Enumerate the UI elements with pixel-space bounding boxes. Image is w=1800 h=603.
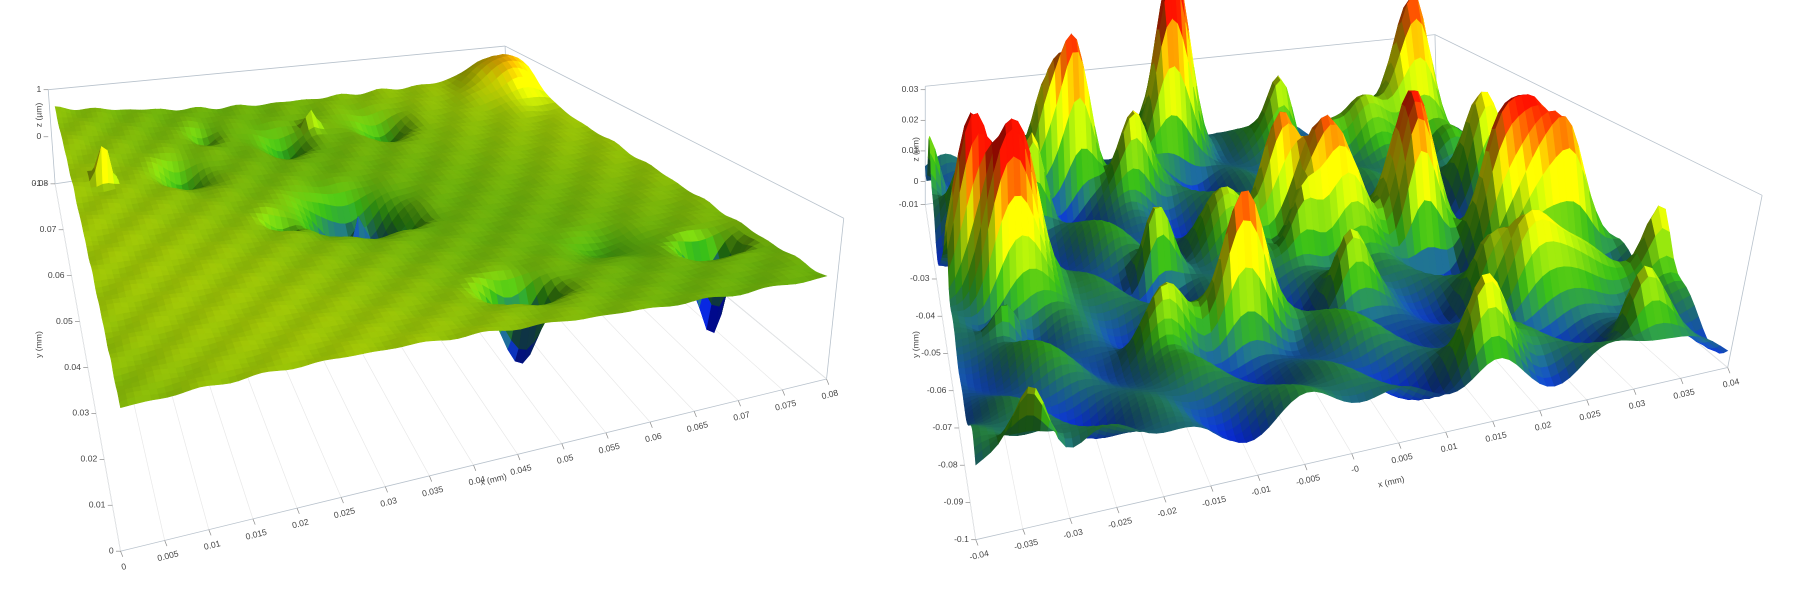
x-tick — [782, 389, 786, 396]
x-tick — [384, 486, 388, 493]
box-edge — [504, 45, 844, 219]
x-tick-label: 0.055 — [598, 441, 621, 456]
z-tick-label: 1 — [37, 84, 42, 94]
surface-patch — [117, 356, 128, 363]
box-edge — [47, 89, 56, 184]
box-edge — [48, 45, 506, 91]
y-tick-label: 0.02 — [81, 454, 98, 464]
z-axis-label: z (µm) — [33, 103, 43, 128]
x-tick-label: 0.03 — [379, 495, 398, 509]
x-tick-label: 0.005 — [156, 548, 179, 563]
surface — [54, 54, 828, 409]
y-tick-label: 0.07 — [40, 224, 57, 234]
x-tick-label: 0.01 — [203, 538, 222, 552]
x-tick — [208, 529, 212, 536]
x-tick — [340, 497, 344, 504]
x-tick-label: 0.05 — [556, 452, 575, 466]
y-axis-label: y (mm) — [33, 331, 43, 358]
box-edge — [826, 218, 845, 380]
x-tick — [561, 443, 565, 450]
x-tick-label: 0.065 — [686, 419, 709, 434]
x-tick — [737, 400, 741, 407]
x-tick — [693, 411, 697, 418]
surface-patch — [123, 349, 134, 358]
x-tick — [826, 378, 830, 385]
x-tick — [164, 540, 168, 547]
x-tick-label: 0.075 — [774, 398, 797, 413]
y-tick-label: 0.06 — [48, 270, 65, 280]
y-tick-label: 0.04 — [64, 362, 81, 372]
x-tick — [649, 421, 653, 428]
x-tick-label: 0 — [120, 561, 127, 572]
y-tick-label: 0.03 — [72, 408, 89, 418]
x-tick — [252, 518, 256, 525]
z-tick-label: 0 — [37, 131, 42, 141]
y-tick-label: 0.01 — [89, 500, 106, 510]
x-tick-label: 0.025 — [333, 505, 356, 520]
x-tick — [296, 508, 300, 515]
x-tick — [120, 551, 124, 558]
x-tick — [473, 464, 477, 471]
y-tick-label: 0 — [109, 545, 114, 555]
x-tick-label: 0.035 — [421, 484, 444, 499]
x-tick-label: 0.02 — [291, 517, 310, 531]
x-tick — [517, 454, 521, 461]
x-tick-label: 0.07 — [732, 409, 751, 423]
x-tick-label: 0.045 — [509, 462, 532, 477]
x-tick — [605, 432, 609, 439]
y-tick-label: 0.05 — [56, 316, 73, 326]
x-tick-label: 0.04 — [467, 474, 486, 488]
surface-chart: 0 0.005 0.01 0.015 0.02 0.025 0.03 0.035 0.04 0.0… — [31, 45, 845, 572]
x-tick-label: 0.08 — [820, 387, 839, 401]
x-tick — [429, 475, 433, 482]
y-tick-label: 0.08 — [31, 178, 48, 188]
x-tick-label: 0.015 — [245, 527, 268, 542]
z-tick-label: -1 — [34, 178, 42, 188]
x-tick-label: 0.06 — [644, 431, 663, 445]
